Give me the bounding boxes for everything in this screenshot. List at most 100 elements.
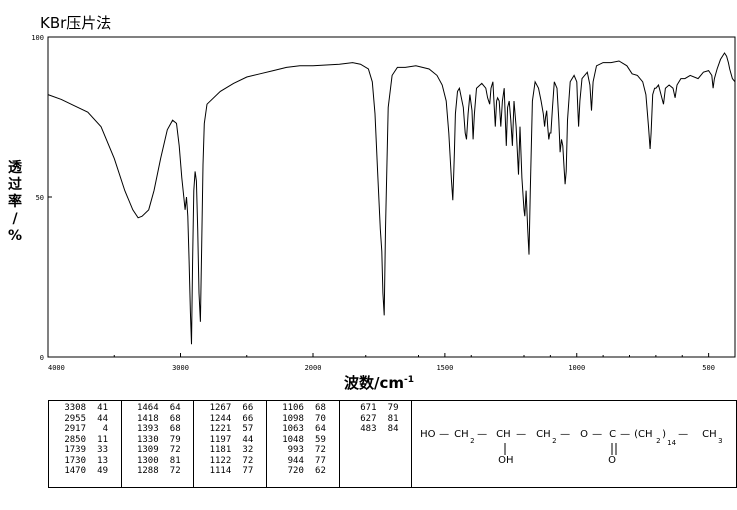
formula-o: O xyxy=(580,429,588,440)
peak-transmittance: 64 xyxy=(169,403,181,413)
peak-transmittance: 4 xyxy=(102,424,108,434)
peak-row: 1393 68 xyxy=(125,424,191,435)
peak-wavenumber: 1464 xyxy=(136,403,159,413)
peak-row: 1330 79 xyxy=(125,435,191,446)
peak-wavenumber: 1267 xyxy=(209,403,232,413)
formula-paren: (CH xyxy=(634,429,653,440)
peak-wavenumber: 993 xyxy=(287,445,304,455)
peak-transmittance: 57 xyxy=(242,424,254,434)
peak-transmittance: 72 xyxy=(315,445,326,455)
peak-transmittance: 72 xyxy=(169,466,181,476)
peak-transmittance: 81 xyxy=(169,455,181,466)
peak-transmittance: 79 xyxy=(169,434,181,445)
peak-transmittance: 32 xyxy=(242,445,254,455)
peak-wavenumber: 944 xyxy=(287,455,304,466)
peak-transmittance: 72 xyxy=(169,445,181,455)
peak-row: 1267 66 xyxy=(197,403,263,414)
peak-transmittance: 33 xyxy=(97,445,108,455)
peak-wavenumber: 1181 xyxy=(209,445,232,455)
peak-transmittance: 66 xyxy=(242,403,254,413)
peak-wavenumber: 1393 xyxy=(136,424,159,434)
x-tick-label: 1000 xyxy=(568,364,585,372)
peak-transmittance: 44 xyxy=(97,413,108,424)
peak-wavenumber: 483 xyxy=(360,424,377,434)
x-tick-label: 500 xyxy=(702,364,715,372)
formula-sub: 2 xyxy=(470,437,475,445)
peak-transmittance: 41 xyxy=(97,403,108,413)
y-tick-label: 100 xyxy=(31,34,44,42)
peak-row: 1739 33 xyxy=(52,445,118,456)
formula-sub: 2 xyxy=(552,437,557,445)
peak-column-2: 1464 64 1418 68 1393 68 1330 79 1309 72 1300 81 1288… xyxy=(120,400,195,488)
peak-wavenumber: 1288 xyxy=(136,466,159,476)
peak-wavenumber: 1300 xyxy=(136,455,159,466)
peak-wavenumber: 1221 xyxy=(209,424,232,434)
peak-row: 720 62 xyxy=(270,466,336,477)
structure-formula: HO — CH 2 — CH — CH 2 — O — C — (CH 2 ) … xyxy=(411,400,737,488)
peak-wavenumber: 1309 xyxy=(136,445,159,455)
spectrum-line xyxy=(47,52,736,345)
peak-transmittance: 77 xyxy=(242,466,254,476)
peak-transmittance: 77 xyxy=(315,455,326,466)
peak-transmittance: 68 xyxy=(169,413,181,424)
formula-ch2: CH xyxy=(536,429,551,440)
peak-wavenumber: 1470 xyxy=(64,466,86,476)
formula-ch3: CH xyxy=(702,429,717,440)
peak-row: 1098 70 xyxy=(270,414,336,425)
peak-transmittance: 72 xyxy=(242,455,254,466)
chart-title: KBr压片法 xyxy=(40,14,112,32)
peak-transmittance: 68 xyxy=(169,424,181,434)
formula-bond: — xyxy=(592,429,603,440)
peak-wavenumber: 1330 xyxy=(136,434,159,445)
peak-wavenumber: 1114 xyxy=(209,466,232,476)
peak-row: 1309 72 xyxy=(125,445,191,456)
peak-row: 3308 41 xyxy=(52,403,118,414)
peak-wavenumber: 1739 xyxy=(64,445,86,455)
formula-sub: 2 xyxy=(656,437,661,445)
peak-column-3: 1267 66 1244 66 1221 57 1197 44 1181 32 1122 72 1114… xyxy=(193,400,267,488)
formula-c: C xyxy=(609,429,617,440)
peak-row: 1114 77 xyxy=(197,466,263,477)
y-tick-label: 50 xyxy=(36,194,44,202)
peak-wavenumber: 1122 xyxy=(209,455,232,466)
peak-wavenumber: 1244 xyxy=(209,413,232,424)
peak-wavenumber: 2917 xyxy=(64,424,86,434)
peak-column-1: 3308 41 2955 44 2917 4 2850 11 1739 33 1730 13 1470 4… xyxy=(48,400,122,488)
peak-wavenumber: 1197 xyxy=(209,434,232,445)
peak-row: 944 77 xyxy=(270,456,336,467)
peak-row: 993 72 xyxy=(270,445,336,456)
peak-row: 1730 13 xyxy=(52,456,118,467)
peak-transmittance: 49 xyxy=(97,466,108,476)
peak-row: 1197 44 xyxy=(197,435,263,446)
x-tick-label: 3000 xyxy=(172,364,189,372)
peak-row: 671 79 xyxy=(343,403,409,414)
peak-row: 1470 49 xyxy=(52,466,118,477)
formula-bond: — xyxy=(678,429,689,440)
plot-frame xyxy=(47,36,736,358)
peak-transmittance: 13 xyxy=(97,455,108,466)
formula-bonds xyxy=(504,443,617,455)
peak-row: 1418 68 xyxy=(125,414,191,425)
peak-transmittance: 84 xyxy=(387,424,399,434)
peak-wavenumber: 1730 xyxy=(64,455,86,466)
peak-row: 1106 68 xyxy=(270,403,336,414)
peak-transmittance: 11 xyxy=(97,434,108,445)
y-axis-label: 透 过 率 / % xyxy=(7,160,23,244)
formula-ch: CH xyxy=(496,429,511,440)
peak-row: 2850 11 xyxy=(52,435,118,446)
peak-row: 627 81 xyxy=(343,414,409,425)
peak-wavenumber: 671 xyxy=(360,403,377,413)
x-tick-label: 2000 xyxy=(305,364,322,372)
peak-wavenumber: 720 xyxy=(287,466,304,476)
formula-ho: HO xyxy=(420,429,436,440)
peak-wavenumber: 1098 xyxy=(282,413,304,424)
formula-bond: — xyxy=(620,429,631,440)
peak-transmittance: 81 xyxy=(387,413,399,424)
x-tick-label: 1500 xyxy=(436,364,453,372)
peak-transmittance: 59 xyxy=(315,434,326,445)
formula-carbonyl-o: O xyxy=(608,455,616,466)
formula-bond: — xyxy=(477,429,488,440)
peak-row: 1300 81 xyxy=(125,456,191,467)
peak-column-4: 1106 68 1098 70 1063 64 1048 59 993 72 944 77 720 62 xyxy=(265,400,340,488)
